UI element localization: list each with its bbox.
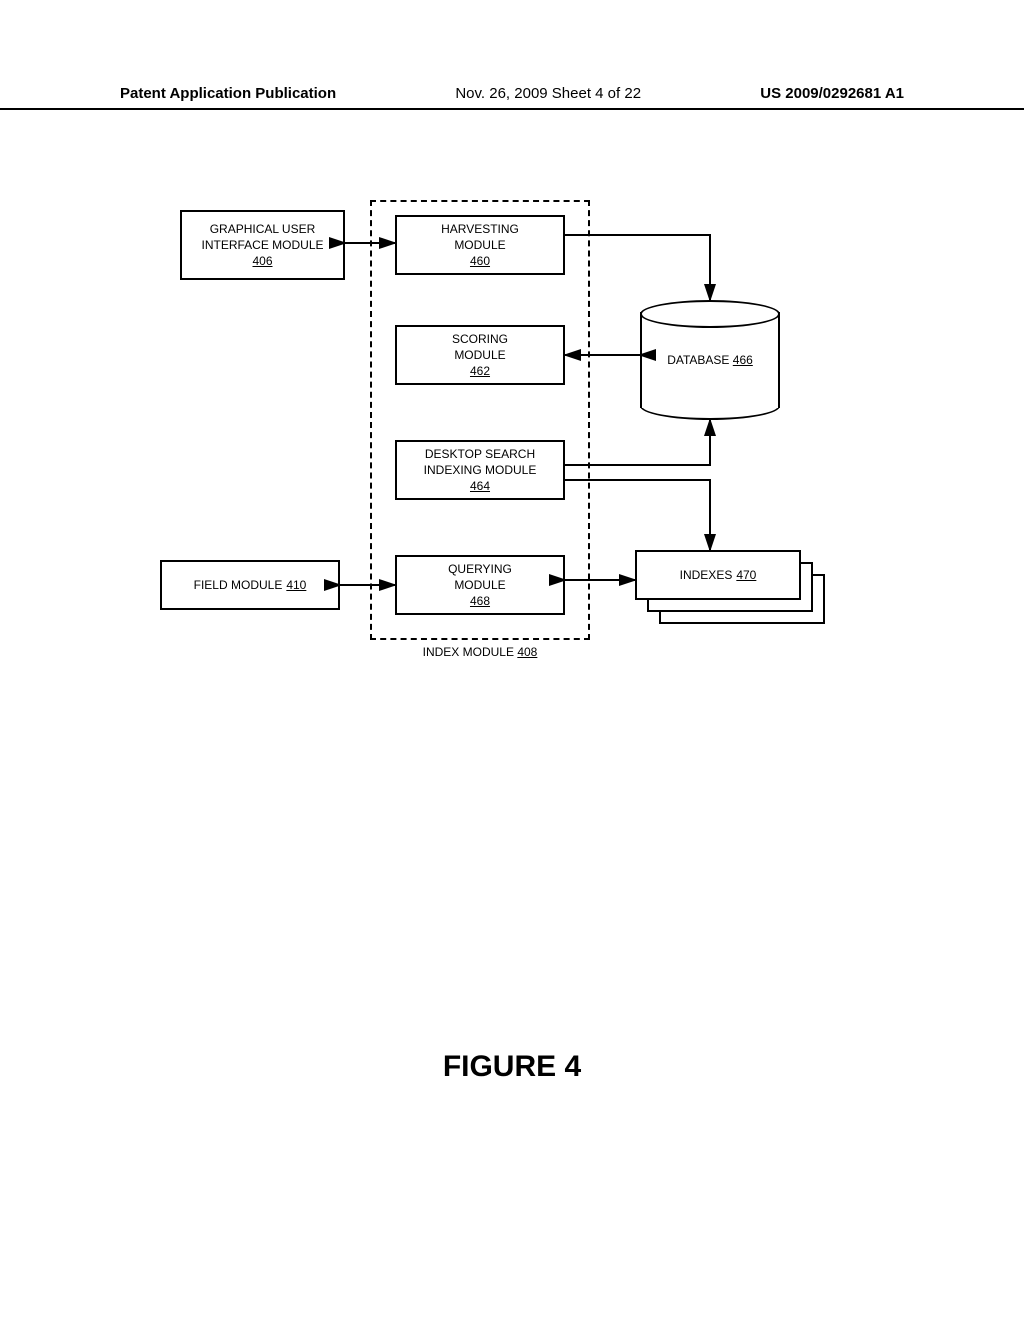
page-header: Patent Application Publication Nov. 26, … bbox=[0, 85, 1024, 110]
database-label-wrap: DATABASE 466 bbox=[640, 353, 780, 367]
indexes-ref: 470 bbox=[736, 568, 756, 582]
db-top-ellipse bbox=[640, 300, 780, 328]
desktop-search-module-label: DESKTOP SEARCHINDEXING MODULE bbox=[424, 446, 537, 478]
index-module-text: INDEX MODULE bbox=[423, 645, 514, 659]
scoring-module-ref: 462 bbox=[470, 363, 490, 379]
header-row: Patent Application Publication Nov. 26, … bbox=[0, 85, 1024, 108]
figure-caption: FIGURE 4 bbox=[0, 1050, 1024, 1084]
database-ref: 466 bbox=[733, 353, 753, 367]
querying-module-ref: 468 bbox=[470, 593, 490, 609]
gui-module-ref: 406 bbox=[252, 253, 272, 269]
header-mid: Nov. 26, 2009 Sheet 4 of 22 bbox=[455, 85, 641, 102]
gui-module-box: GRAPHICAL USERINTERFACE MODULE 406 bbox=[180, 210, 345, 280]
harvesting-module-box: HARVESTINGMODULE 460 bbox=[395, 215, 565, 275]
field-module-ref: 410 bbox=[286, 577, 306, 593]
index-module-label: INDEX MODULE 408 bbox=[395, 645, 565, 659]
harvesting-module-ref: 460 bbox=[470, 253, 490, 269]
querying-module-box: QUERYINGMODULE 468 bbox=[395, 555, 565, 615]
desktop-search-module-box: DESKTOP SEARCHINDEXING MODULE 464 bbox=[395, 440, 565, 500]
field-module-box: FIELD MODULE 410 bbox=[160, 560, 340, 610]
index-module-ref: 408 bbox=[517, 645, 537, 659]
desktop-search-module-ref: 464 bbox=[470, 478, 490, 494]
scoring-module-label: SCORINGMODULE bbox=[452, 331, 508, 363]
indexes-stack: INDEXES 470 bbox=[635, 550, 825, 630]
page: Patent Application Publication Nov. 26, … bbox=[0, 0, 1024, 1320]
database-label: DATABASE bbox=[667, 353, 729, 367]
field-module-label: FIELD MODULE bbox=[194, 577, 283, 593]
harvesting-module-label: HARVESTINGMODULE bbox=[441, 221, 519, 253]
indexes-label: INDEXES bbox=[680, 568, 733, 582]
indexes-layer-1: INDEXES 470 bbox=[635, 550, 801, 600]
header-left: Patent Application Publication bbox=[120, 85, 336, 102]
scoring-module-box: SCORINGMODULE 462 bbox=[395, 325, 565, 385]
header-right: US 2009/0292681 A1 bbox=[760, 85, 904, 102]
database-cylinder: DATABASE 466 bbox=[640, 300, 780, 420]
diagram: GRAPHICAL USERINTERFACE MODULE 406 HARVE… bbox=[150, 180, 890, 780]
querying-module-label: QUERYINGMODULE bbox=[448, 561, 512, 593]
gui-module-label: GRAPHICAL USERINTERFACE MODULE bbox=[201, 221, 323, 253]
